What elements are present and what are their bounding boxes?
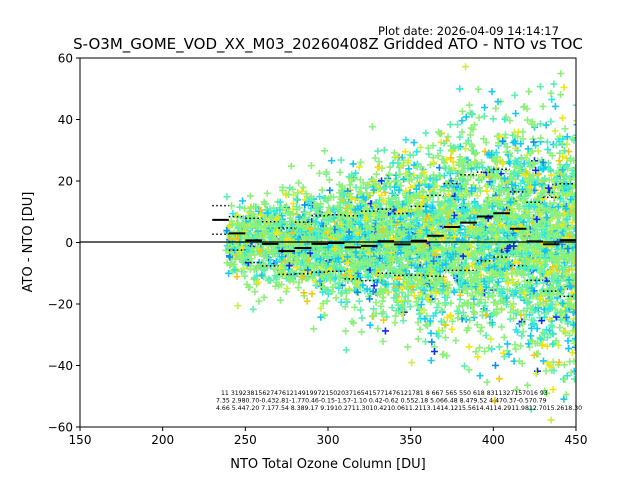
- x-tick-label: 250: [234, 433, 257, 447]
- y-tick-label: −60: [48, 421, 73, 435]
- stats-counts: 11 3192381562747612149199721502037165415…: [221, 390, 548, 397]
- std-markers: [212, 168, 576, 298]
- x-axis: 150 200 250 300 350 400 450: [69, 427, 588, 447]
- chart-title: S-O3M_GOME_VOD_XX_M03_20260408Z Gridded …: [73, 35, 583, 54]
- mean-markers: [212, 212, 576, 253]
- x-tick-label: 400: [482, 433, 505, 447]
- x-tick-label: 150: [69, 433, 92, 447]
- stats-text: 11 3192381562747612149199721502037165415…: [216, 390, 582, 412]
- y-tick-label: −20: [48, 298, 73, 312]
- y-tick-label: 0: [65, 236, 73, 250]
- y-axis-label: ATO - NTO [DU]: [21, 192, 36, 293]
- y-axis: −60 −40 −20 0 20 40 60: [48, 52, 80, 435]
- stats-means: 7.35 2.980.70-0.432.81-1.770.46-0.15-1.5…: [216, 398, 547, 405]
- y-tick-label: 20: [58, 175, 73, 189]
- x-tick-label: 350: [399, 433, 422, 447]
- x-axis-label: NTO Total Ozone Column [DU]: [230, 457, 426, 472]
- y-tick-label: 40: [58, 113, 73, 127]
- x-tick-label: 300: [317, 433, 340, 447]
- y-tick-label: −40: [48, 359, 73, 373]
- x-tick-label: 200: [151, 433, 174, 447]
- stats-stds: 4.66 5.447.20 7.177.54 8.389.17 9.1910.2…: [216, 405, 582, 412]
- scatter-points: [222, 63, 576, 424]
- plot-date: Plot date: 2026-04-09 14:14:17: [378, 24, 559, 38]
- y-tick-label: 60: [58, 52, 73, 66]
- x-tick-label: 450: [565, 433, 588, 447]
